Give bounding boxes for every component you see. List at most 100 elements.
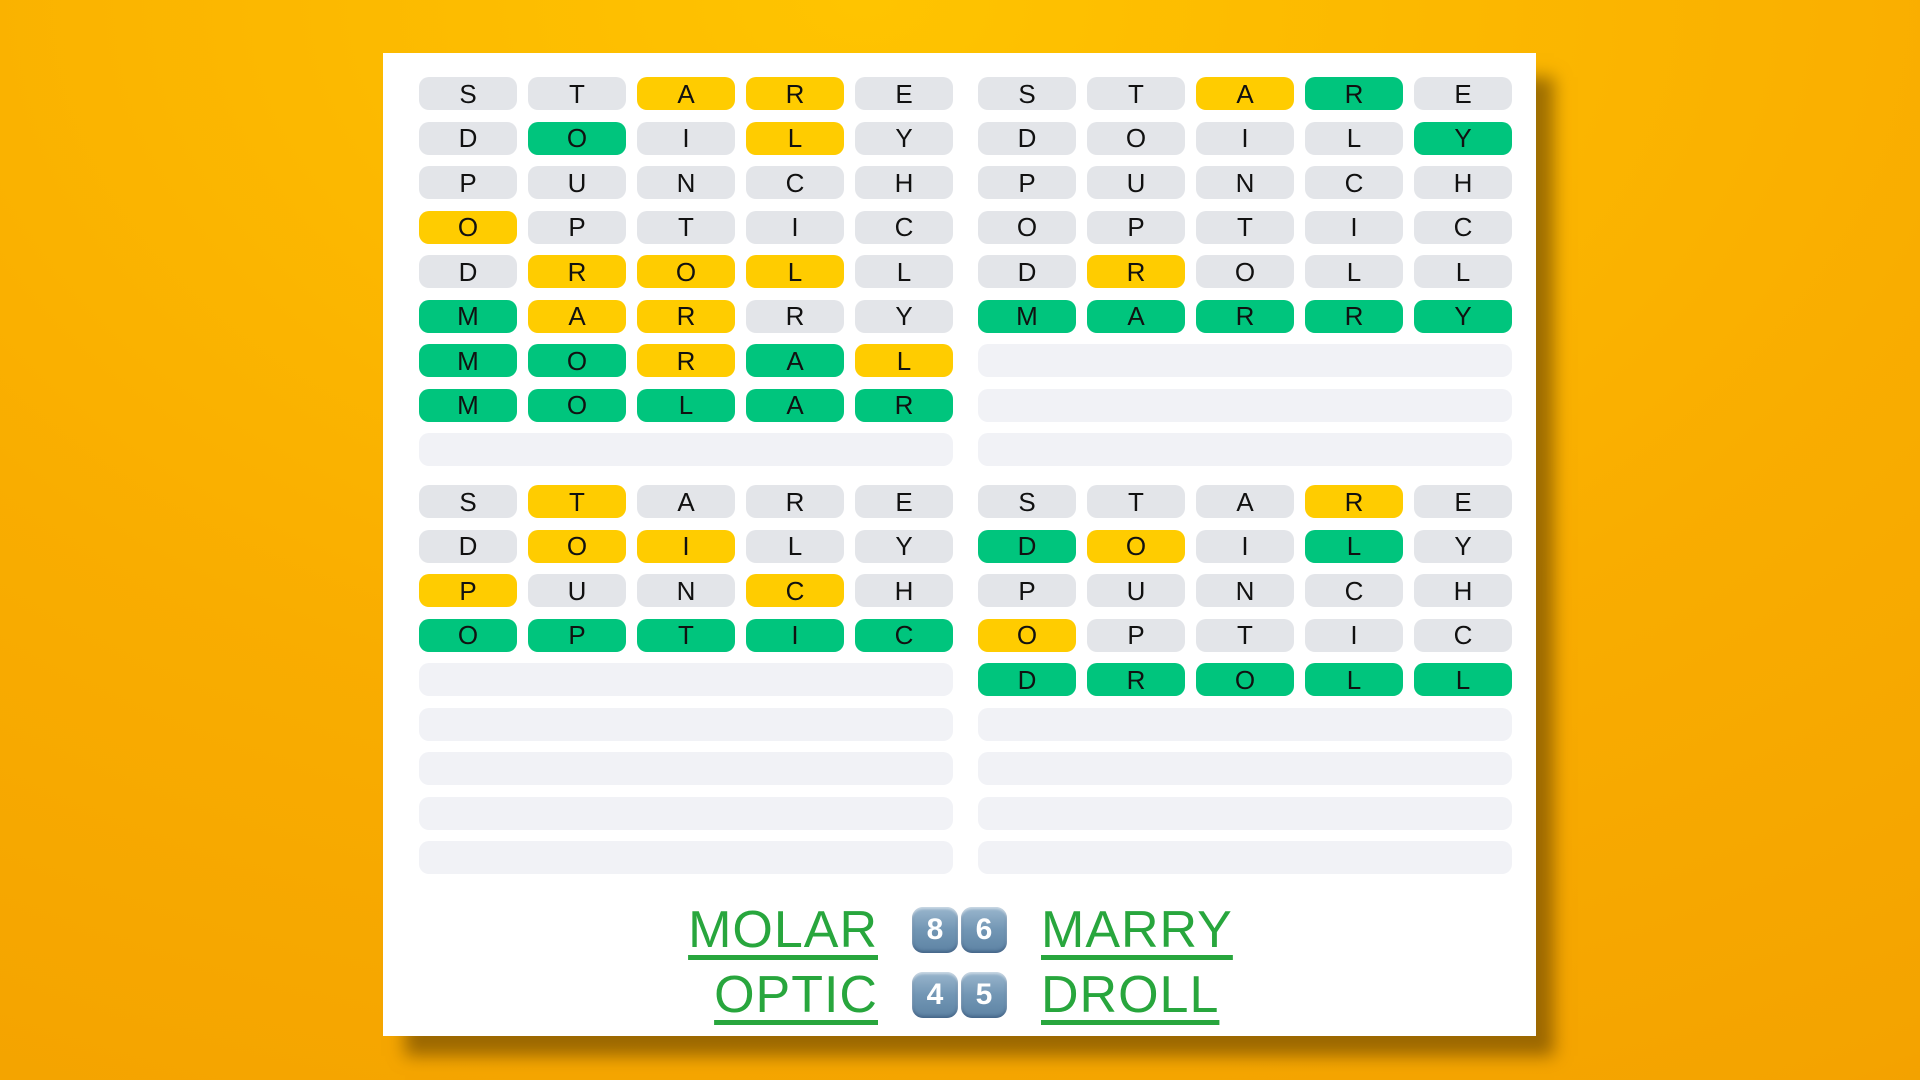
answer-link-optic[interactable]: OPTIC xyxy=(714,966,878,1024)
letter-tile: L xyxy=(1305,529,1403,563)
empty-guess-row xyxy=(978,433,1512,466)
empty-guess-row xyxy=(419,752,953,785)
letter-tile: O xyxy=(1087,121,1185,155)
letter-tile: E xyxy=(855,485,953,518)
letter-tile: L xyxy=(746,121,844,155)
letter-tile: A xyxy=(746,344,844,377)
letter-tile: D xyxy=(978,121,1076,155)
letter-tile: C xyxy=(855,210,953,244)
answer-link-marry[interactable]: MARRY xyxy=(1041,901,1233,959)
empty-guess-row xyxy=(978,796,1512,830)
keycap-digit-icon: 4 xyxy=(912,972,958,1018)
letter-tile: S xyxy=(419,485,517,518)
letter-tile: O xyxy=(978,618,1076,652)
letter-tile: P xyxy=(1087,618,1185,652)
letter-tile: O xyxy=(528,388,626,422)
letter-tile: I xyxy=(637,529,735,563)
letter-tile: O xyxy=(637,255,735,288)
letter-tile: D xyxy=(419,121,517,155)
answer-row: MOLAR 8 6 MARRY xyxy=(383,904,1536,956)
letter-tile: M xyxy=(419,344,517,377)
letter-tile: E xyxy=(1414,485,1512,518)
letter-tile: R xyxy=(528,255,626,288)
letter-tile: C xyxy=(1414,210,1512,244)
answer-link-molar[interactable]: MOLAR xyxy=(688,901,878,959)
letter-tile: Y xyxy=(1414,299,1512,333)
letter-tile: N xyxy=(1196,166,1294,199)
answer-link-droll[interactable]: DROLL xyxy=(1041,966,1220,1024)
answers-panel: MOLAR 8 6 MARRY OPTIC 4 5 DROLL xyxy=(383,904,1536,1021)
letter-tile: R xyxy=(746,77,844,110)
letter-tile: P xyxy=(978,166,1076,199)
letter-tile: L xyxy=(855,344,953,377)
letter-tile: L xyxy=(637,388,735,422)
letter-tile: M xyxy=(978,299,1076,333)
letter-tile: T xyxy=(637,618,735,652)
letter-tile: C xyxy=(746,166,844,199)
letter-tile: D xyxy=(978,529,1076,563)
letter-tile: L xyxy=(746,255,844,288)
letter-tile: P xyxy=(978,574,1076,607)
letter-tile: I xyxy=(1305,618,1403,652)
letter-tile: R xyxy=(1087,255,1185,288)
letter-tile: P xyxy=(1087,210,1185,244)
letter-tile: A xyxy=(637,77,735,110)
letter-tile: C xyxy=(1305,166,1403,199)
letter-tile: A xyxy=(637,485,735,518)
letter-tile: L xyxy=(1414,255,1512,288)
letter-tile: U xyxy=(528,574,626,607)
letter-tile: C xyxy=(855,618,953,652)
letter-tile: R xyxy=(1196,299,1294,333)
letter-tile: N xyxy=(637,574,735,607)
letter-tile: E xyxy=(1414,77,1512,110)
letter-tile: P xyxy=(528,618,626,652)
letter-tile: A xyxy=(1196,77,1294,110)
letter-tile: R xyxy=(746,299,844,333)
letter-tile: L xyxy=(1305,255,1403,288)
letter-tile: T xyxy=(528,77,626,110)
letter-tile: E xyxy=(855,77,953,110)
letter-tile: O xyxy=(419,210,517,244)
letter-tile: R xyxy=(1305,299,1403,333)
letter-tile: T xyxy=(1196,210,1294,244)
letter-tile: I xyxy=(746,618,844,652)
letter-tile: I xyxy=(637,121,735,155)
letter-tile: I xyxy=(746,210,844,244)
letter-tile: R xyxy=(637,344,735,377)
answer-row: OPTIC 4 5 DROLL xyxy=(383,969,1536,1021)
letter-tile: L xyxy=(1414,663,1512,696)
letter-tile: O xyxy=(528,344,626,377)
letter-tile: T xyxy=(528,485,626,518)
letter-tile: P xyxy=(528,210,626,244)
letter-tile: L xyxy=(1305,663,1403,696)
letter-tile: O xyxy=(1196,255,1294,288)
letter-tile: H xyxy=(1414,166,1512,199)
empty-guess-row xyxy=(978,388,1512,422)
letter-tile: O xyxy=(419,618,517,652)
letter-tile: R xyxy=(1305,77,1403,110)
empty-guess-row xyxy=(419,663,953,696)
letter-tile: C xyxy=(746,574,844,607)
letter-tile: R xyxy=(637,299,735,333)
letter-tile: O xyxy=(1087,529,1185,563)
empty-guess-row xyxy=(978,344,1512,377)
empty-guess-row xyxy=(978,707,1512,741)
